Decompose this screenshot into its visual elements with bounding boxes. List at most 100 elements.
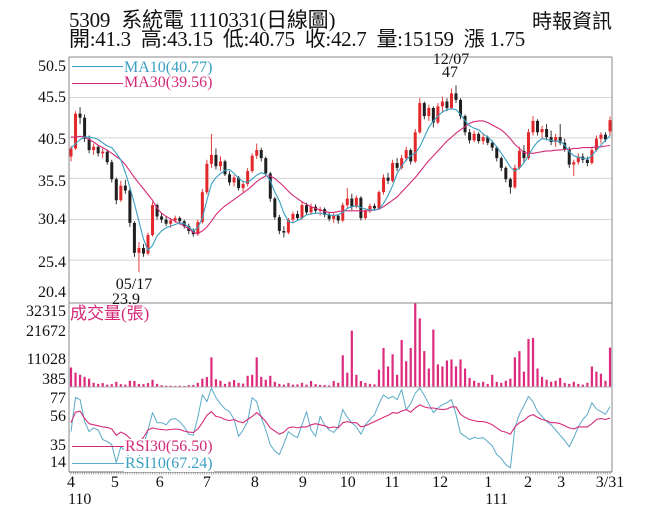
candle-down: [422, 103, 426, 117]
volume-bar: [586, 382, 589, 387]
candle-down: [495, 147, 499, 159]
change-label: 漲: [463, 27, 485, 51]
volume-bar: [124, 384, 127, 387]
candle-down: [78, 113, 82, 118]
volume-bar: [550, 381, 553, 387]
candle-down: [141, 247, 145, 254]
volume-bar: [273, 381, 276, 387]
volume-bar: [219, 380, 222, 387]
candle-down: [395, 163, 399, 168]
x-tick-label: 5: [110, 474, 119, 491]
candle-down: [110, 162, 114, 180]
volume-bar: [513, 357, 516, 387]
volume-bar: [590, 366, 593, 387]
high-value-annotation: 47: [442, 64, 458, 81]
volume-bar: [110, 384, 113, 387]
candle-down: [459, 99, 463, 117]
ma10-legend-swatch: [72, 66, 123, 67]
volume-bar: [427, 368, 430, 387]
separator: :: [89, 27, 96, 51]
candle-up: [309, 206, 313, 213]
candle-up: [250, 155, 254, 172]
candle-up: [209, 154, 213, 164]
candle-down: [155, 205, 159, 217]
volume-bar: [332, 381, 335, 387]
volume-bar: [133, 381, 136, 387]
volume-bar: [205, 377, 208, 387]
price-axis-label: 25.4: [38, 254, 66, 271]
candle-down: [603, 134, 607, 140]
volume-bar: [300, 382, 304, 387]
x-tick-label: 6: [155, 474, 164, 491]
candle-down: [372, 205, 376, 209]
volume-bar: [88, 378, 91, 387]
volume-bar: [423, 351, 426, 387]
candle-up: [472, 133, 476, 141]
volume-bar: [382, 348, 385, 387]
candle-down: [178, 218, 182, 222]
price-axis-label: 30.4: [38, 211, 66, 228]
candle-up: [200, 192, 204, 223]
volume-bar: [291, 384, 295, 387]
candle-down: [277, 217, 281, 231]
volume-bar: [264, 379, 267, 387]
volume-bar: [468, 377, 471, 387]
volume-bar: [595, 371, 598, 387]
candle-up: [101, 151, 105, 154]
volume-bar: [223, 383, 227, 387]
candle-down: [228, 174, 232, 183]
change-value: 1.75: [489, 27, 525, 51]
volume-bar: [414, 303, 417, 387]
candle-down: [160, 216, 164, 220]
volume-bar: [350, 330, 353, 387]
candle-down: [463, 116, 467, 133]
price-change: 漲 1.75: [463, 27, 526, 51]
candle-up: [119, 185, 123, 201]
candle-up: [205, 163, 209, 193]
candle-up: [69, 148, 73, 157]
candle-down: [522, 150, 526, 159]
volume-bar: [232, 379, 236, 387]
volume-bar: [522, 371, 526, 387]
candle-up: [363, 210, 367, 219]
year-label: 111: [485, 491, 508, 508]
ma10-line: [70, 108, 611, 251]
volume-bar: [509, 378, 512, 387]
low-value: 40.75: [248, 27, 295, 51]
candle-down: [83, 117, 87, 139]
candle-up: [404, 150, 408, 159]
candle-down: [96, 146, 100, 154]
volume-bar: [364, 382, 367, 387]
source-label: 時報資訊: [532, 11, 612, 33]
candle-up: [400, 158, 404, 168]
candle-up: [255, 150, 259, 156]
candle-up: [526, 132, 530, 159]
candle-up: [332, 215, 336, 219]
volume-bar: [169, 385, 172, 387]
x-tick-label: 11: [384, 474, 400, 491]
volume-bar: [246, 375, 249, 387]
candle-up: [391, 163, 395, 181]
candle-up: [246, 171, 250, 185]
candle-up: [232, 177, 236, 183]
open-price: 開:41.3: [69, 27, 131, 51]
price-axis-label: 50.5: [38, 58, 66, 75]
volume-bar: [97, 383, 100, 387]
candle-down: [445, 101, 449, 108]
rsi-axis-label: 56: [50, 408, 66, 425]
volume-bar: [432, 329, 435, 387]
volume-bar: [545, 379, 548, 387]
x-tick-label: 2: [524, 474, 532, 491]
volume-axis-label: 385: [42, 371, 66, 388]
volume-bar: [500, 382, 503, 387]
candle-up: [427, 107, 431, 117]
volume-bar: [282, 384, 285, 387]
rsi10-legend-label: RSI10(67.24): [124, 455, 214, 472]
volume-bar: [323, 384, 326, 387]
volume-bar: [405, 361, 408, 387]
volume-bar: [463, 368, 467, 387]
candle-up: [540, 129, 544, 133]
stock-name: 系統電: [121, 8, 184, 32]
separator: :: [397, 27, 403, 51]
